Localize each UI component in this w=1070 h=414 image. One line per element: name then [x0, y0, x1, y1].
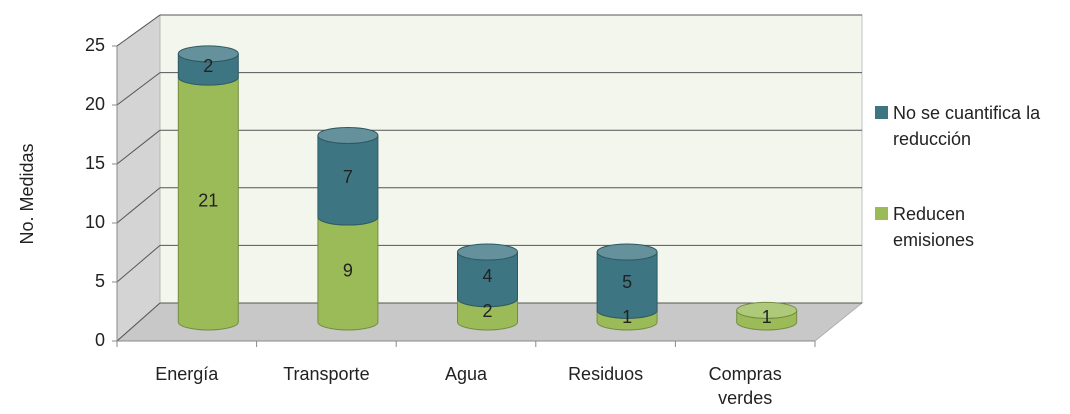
y-tick-label: 0: [95, 330, 105, 350]
bar-top: [596, 243, 658, 261]
y-axis-label: No. Medidas: [17, 143, 37, 244]
legend-swatch: [875, 106, 888, 119]
legend-item: No se cuantifica la reducción: [875, 100, 1055, 152]
value-label: 21: [198, 190, 218, 210]
x-tick-label: Residuos: [568, 364, 644, 384]
y-tick-label: 25: [85, 35, 105, 55]
value-label: 2: [482, 301, 492, 321]
grid-line-side: [116, 72, 161, 106]
side-wall: [116, 14, 161, 343]
x-tick-label: Transporte: [283, 364, 370, 384]
grid-line-side: [116, 14, 161, 47]
y-tick-label: 5: [95, 271, 105, 291]
grid-line-side: [116, 302, 161, 342]
bar-top: [317, 126, 379, 144]
legend-swatch: [875, 207, 888, 220]
bar-top: [177, 45, 239, 63]
legend-label: No se cuantifica la reducción: [893, 103, 1041, 149]
grid-line-side: [116, 187, 161, 224]
x-tick-label: Agua: [444, 364, 488, 384]
y-tick-label: 15: [85, 153, 105, 173]
x-tick-label: Energía: [155, 364, 219, 384]
legend-label: Reducen emisiones: [893, 204, 975, 250]
x-tick-label: Compras verdes: [708, 364, 782, 408]
value-label: 9: [343, 260, 353, 280]
value-label: 5: [622, 272, 632, 292]
grid-line-side: [116, 245, 161, 283]
bar-top: [736, 301, 798, 319]
value-label: 2: [203, 56, 213, 76]
value-label: 1: [762, 307, 772, 327]
legend-item: Reducen emisiones: [875, 201, 1055, 253]
value-label: 4: [482, 266, 492, 286]
bar-top: [457, 243, 518, 261]
value-label: 1: [622, 307, 632, 327]
value-label: 7: [343, 167, 353, 187]
y-tick-label: 20: [85, 94, 105, 114]
y-tick-label: 10: [85, 212, 105, 232]
grid-line-side: [116, 129, 161, 165]
